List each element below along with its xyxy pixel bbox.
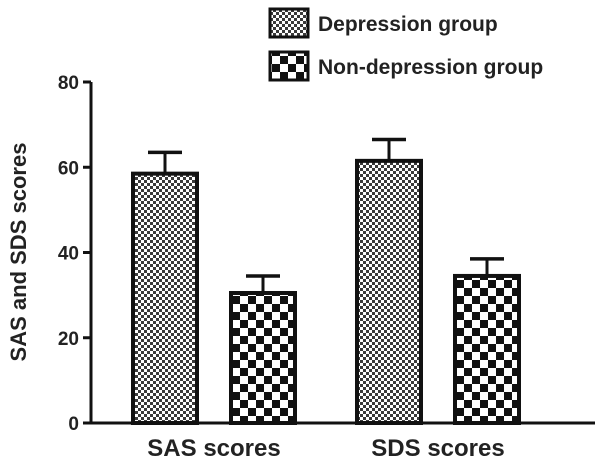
bar-0-0 [131, 171, 199, 425]
bar-0-1 [229, 290, 297, 425]
bar-1-1 [453, 273, 521, 425]
y-tick-label-80: 80 [58, 73, 79, 94]
y-axis-title: SAS and SDS scores [6, 143, 31, 362]
y-tick-label-20: 20 [58, 329, 79, 350]
bar-1-0 [355, 158, 423, 425]
y-tick-label-0: 0 [68, 414, 79, 435]
bars [131, 137, 521, 425]
legend: Depression group Non-depression group [268, 7, 543, 82]
y-tick-label-40: 40 [58, 244, 79, 265]
y-axis-title-group: SAS and SDS scores [6, 143, 31, 362]
y-tick-label-60: 60 [58, 158, 79, 179]
legend-label-0: Depression group [318, 13, 498, 36]
legend-swatch-1 [268, 50, 310, 82]
legend-swatch-0 [268, 7, 310, 39]
legend-label-1: Non-depression group [318, 56, 543, 79]
x-category-label-0: SAS scores [147, 435, 280, 462]
x-category-label-1: SDS scores [371, 435, 504, 462]
